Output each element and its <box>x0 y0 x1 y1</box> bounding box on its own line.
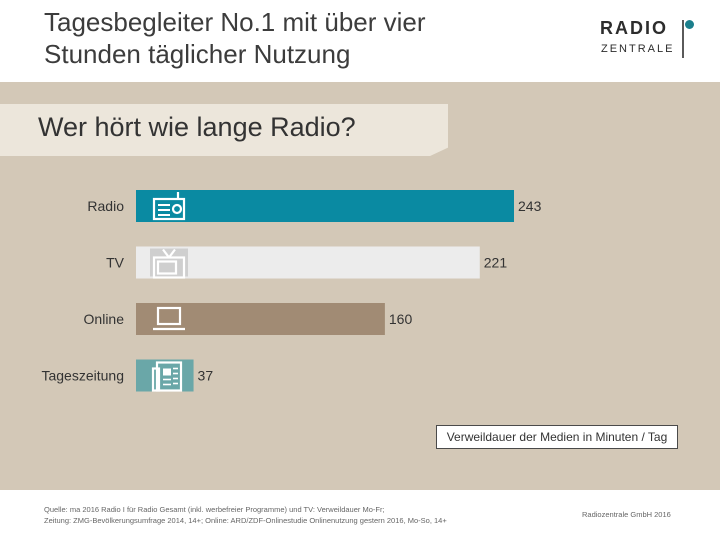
title-line-2: Stunden täglicher Nutzung <box>44 39 351 69</box>
bar-tv <box>136 246 480 279</box>
logo-wordmark-bottom: ZENTRALE <box>601 43 675 55</box>
source-line-1: Quelle: ma 2016 Radio I für Radio Gesamt… <box>44 505 385 514</box>
value-label: 37 <box>198 368 214 384</box>
category-label: TV <box>106 255 125 271</box>
bar-group-tv: TV 221 <box>106 246 508 279</box>
page-title: Tagesbegleiter No.1 mit über vier Stunde… <box>44 6 564 70</box>
category-label: Tageszeitung <box>41 368 124 384</box>
source-line-2: Zeitung: ZMG-Bevölkerungsumfrage 2014, 1… <box>44 516 447 525</box>
tv-icon <box>152 248 186 279</box>
footer <box>0 490 720 540</box>
value-label: 243 <box>518 198 542 214</box>
subtitle-banner <box>0 104 448 156</box>
logo-dot <box>685 20 694 29</box>
radio-icon <box>152 192 186 221</box>
logo-bar <box>682 20 684 58</box>
bar-group-radio: Radio 243 <box>87 190 542 222</box>
chart-subtitle: Wer hört wie lange Radio? <box>38 112 356 142</box>
copyright: Radiozentrale GmbH 2016 <box>582 510 671 519</box>
category-label: Online <box>84 311 125 327</box>
bar-group-tageszeitung: Tageszeitung 37 <box>41 359 214 392</box>
newspaper-icon <box>151 361 183 392</box>
value-label: 221 <box>484 255 508 271</box>
source-note: Quelle: ma 2016 Radio I für Radio Gesamt… <box>44 504 514 526</box>
category-label: Radio <box>87 198 124 214</box>
value-label: 160 <box>389 311 413 327</box>
bar-group-online: Online 160 <box>84 303 413 335</box>
logo-wordmark-top: RADIO <box>600 18 668 38</box>
bar-radio <box>136 190 514 222</box>
radiozentrale-logo: RADIO ZENTRALE <box>600 18 700 62</box>
laptop-icon <box>153 306 185 331</box>
chart-legend: Verweildauer der Medien in Minuten / Tag <box>436 425 678 449</box>
title-line-1: Tagesbegleiter No.1 mit über vier <box>44 7 426 37</box>
